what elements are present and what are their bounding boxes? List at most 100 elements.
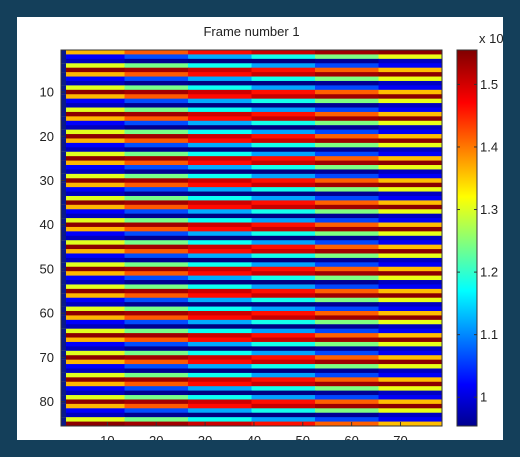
heatmap-cell	[124, 333, 189, 339]
heatmap-cell	[188, 134, 253, 140]
heatmap-cell	[124, 240, 189, 246]
heatmap-edge-cell	[61, 182, 66, 188]
heatmap-cell	[124, 116, 189, 122]
heatmap-cell	[315, 178, 380, 184]
heatmap-edge-cell	[61, 116, 66, 122]
heatmap-cell	[188, 297, 253, 303]
heatmap-cell	[315, 165, 380, 171]
heatmap-cell	[378, 297, 442, 303]
heatmap-cell	[315, 244, 380, 250]
heatmap-cell	[124, 63, 189, 69]
heatmap-cell	[251, 399, 316, 405]
heatmap-edge-cell	[61, 244, 66, 250]
heatmap-cell	[61, 182, 126, 188]
heatmap-cell	[315, 249, 380, 255]
heatmap-cell	[315, 377, 380, 383]
heatmap-cell	[315, 403, 380, 409]
heatmap-cell	[124, 280, 189, 286]
heatmap-cell	[378, 120, 442, 126]
heatmap-cell	[315, 399, 380, 405]
heatmap-cell	[315, 222, 380, 228]
heatmap-edge-cell	[61, 306, 66, 312]
heatmap-edge-cell	[61, 328, 66, 334]
heatmap-cell	[124, 262, 189, 268]
heatmap-edge-cell	[61, 50, 66, 56]
colorbar-ticks: 1 1.1 1.2 1.3 1.4 1.5	[457, 77, 498, 405]
heatmap-cell	[251, 244, 316, 250]
heatmap-edge-cell	[61, 67, 66, 73]
heatmap-cell	[315, 138, 380, 144]
heatmap-cell	[315, 284, 380, 290]
heatmap-cell	[61, 222, 126, 228]
heatmap-cell	[124, 341, 189, 347]
heatmap-cell	[315, 67, 380, 73]
heatmap-cell	[378, 125, 442, 131]
heatmap-cell	[61, 284, 126, 290]
y-tick-label: 20	[40, 129, 54, 144]
heatmap-cell	[188, 85, 253, 91]
heatmap-cell	[251, 381, 316, 387]
heatmap-cell	[61, 359, 126, 365]
colorbar-tick-label: 1	[480, 390, 487, 405]
heatmap-cell	[378, 80, 442, 86]
heatmap-cell	[315, 253, 380, 259]
heatmap-cell	[124, 151, 189, 157]
chart-title: Frame number 1	[203, 24, 299, 39]
heatmap-cell	[61, 160, 126, 166]
heatmap-cell	[188, 218, 253, 224]
heatmap-edge-cell	[61, 390, 66, 396]
heatmap-cell	[378, 319, 442, 325]
heatmap-cell	[188, 129, 253, 135]
heatmap-cell	[188, 355, 253, 361]
heatmap-edge-cell	[61, 288, 66, 294]
heatmap-cell	[188, 107, 253, 113]
heatmap-edge-cell	[61, 302, 66, 308]
x-tick-label: 70	[393, 433, 407, 440]
heatmap-cell	[188, 240, 253, 246]
heatmap-cell	[315, 337, 380, 343]
heatmap-cell	[251, 341, 316, 347]
heatmap-cell	[188, 89, 253, 95]
heatmap-cell	[315, 85, 380, 91]
heatmap-cell	[188, 395, 253, 401]
heatmap-cell	[251, 147, 316, 153]
heatmap-edge-cell	[61, 421, 66, 426]
heatmap-edge-cell	[61, 408, 66, 414]
heatmap-cell	[251, 235, 316, 241]
heatmap-cell	[124, 191, 189, 197]
heatmap-cell	[251, 275, 316, 281]
heatmap-cell	[124, 302, 189, 308]
heatmap-edge-cell	[61, 262, 66, 268]
heatmap-cell	[124, 235, 189, 241]
heatmap-cell	[251, 67, 316, 73]
heatmap-cell	[188, 226, 253, 232]
heatmap-cell	[251, 306, 316, 312]
heatmap-cell	[315, 324, 380, 330]
heatmap-cell	[61, 271, 126, 277]
heatmap-cell	[315, 302, 380, 308]
heatmap-cell	[124, 266, 189, 272]
heatmap-cell	[61, 226, 126, 232]
y-tick-label: 10	[40, 85, 54, 100]
heatmap-cell	[61, 315, 126, 321]
x-tick-label: 30	[198, 433, 212, 440]
heatmap-cell	[315, 288, 380, 294]
heatmap-cell	[315, 421, 380, 426]
heatmap-cell	[61, 134, 126, 140]
heatmap-cell	[315, 72, 380, 78]
heatmap-cell	[188, 381, 253, 387]
heatmap-cell	[251, 169, 316, 175]
heatmap-cell	[251, 359, 316, 365]
heatmap-cell	[124, 147, 189, 153]
heatmap-cell	[251, 355, 316, 361]
heatmap-cell	[124, 249, 189, 255]
heatmap-cell	[124, 50, 189, 56]
heatmap-cell	[315, 368, 380, 374]
x-tick-label: 20	[149, 433, 163, 440]
heatmap-edge-cell	[61, 195, 66, 201]
heatmap-edge-cell	[61, 107, 66, 113]
heatmap-cell	[251, 151, 316, 157]
heatmap-cell	[61, 72, 126, 78]
heatmap-cell	[378, 275, 442, 281]
heatmap-cell	[378, 195, 442, 201]
